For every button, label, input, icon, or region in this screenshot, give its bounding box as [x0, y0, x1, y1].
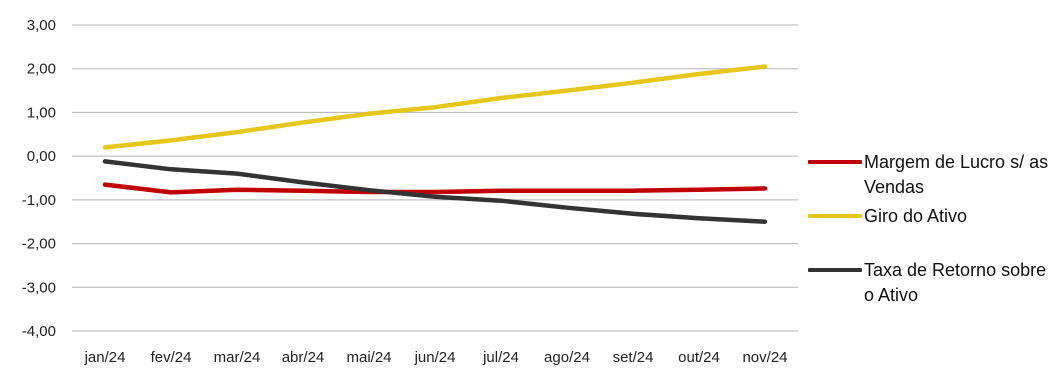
x-tick-label: mar/24 [214, 349, 261, 366]
series-lines [102, 64, 768, 224]
series-line-1 [102, 64, 768, 150]
legend-swatch-margem [808, 160, 862, 164]
x-tick-label: set/24 [613, 349, 654, 366]
y-tick-label: -4,00 [22, 323, 56, 340]
legend-label-giro: Giro do Ativo [864, 206, 968, 226]
x-tick-label: jun/24 [414, 349, 456, 366]
x-tick-label: abr/24 [282, 349, 325, 366]
legend-swatch-taxa [808, 268, 862, 272]
x-axis: jan/24 fev/24 mar/24 abr/24 mai/24 jun/24 jul/… [84, 349, 788, 366]
x-tick-label: jul/24 [482, 349, 519, 366]
x-tick-label: fev/24 [151, 349, 192, 366]
y-tick-label: -1,00 [22, 192, 56, 209]
y-tick-label: 2,00 [27, 61, 56, 78]
y-tick-label: 3,00 [27, 17, 56, 34]
x-tick-label: ago/24 [544, 349, 590, 366]
y-tick-label: -2,00 [22, 236, 56, 253]
y-tick-label: 0,00 [27, 148, 56, 165]
legend-item-taxa: Taxa de Retorno sobre o Ativo [808, 258, 1054, 308]
y-tick-label: 1,00 [27, 104, 56, 121]
x-tick-label: jan/24 [84, 349, 126, 366]
legend-item-margem: Margem de Lucro s/ as Vendas [808, 150, 1054, 200]
x-tick-label: mai/24 [346, 349, 391, 366]
legend-label-margem: Margem de Lucro s/ as Vendas [864, 152, 1049, 197]
y-tick-label: -3,00 [22, 279, 56, 296]
legend-swatch-giro [808, 214, 862, 218]
series-line-2 [102, 159, 768, 224]
x-tick-label: out/24 [678, 349, 720, 366]
legend-label-taxa: Taxa de Retorno sobre o Ativo [864, 260, 1047, 305]
x-tick-label: nov/24 [742, 349, 787, 366]
series-line-0 [102, 182, 768, 195]
grid [72, 24, 798, 332]
y-axis: 3,00 2,00 1,00 0,00 -1,00 -2,00 -3,00 -4,00 [22, 17, 56, 340]
legend-item-giro: Giro do Ativo [808, 204, 1054, 229]
line-chart: 3,00 2,00 1,00 0,00 -1,00 -2,00 -3,00 -4,00 jan… [22, 17, 798, 366]
